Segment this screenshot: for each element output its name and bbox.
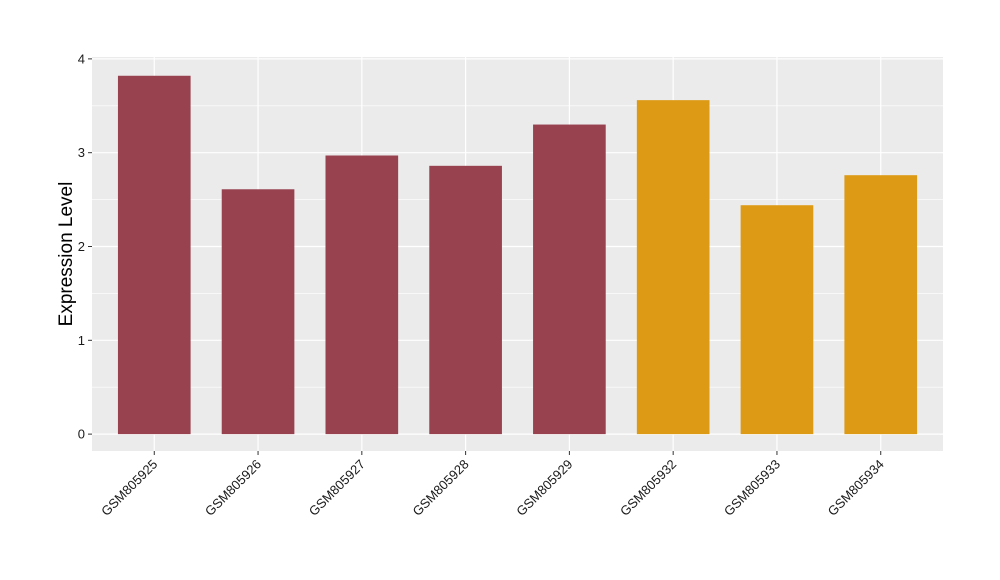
x-tick-label: GSM805932 [617,457,679,519]
x-tick-label: GSM805926 [202,457,264,519]
bar-GSM805926 [221,189,295,435]
y-tick-label: 3 [78,145,85,160]
bar-GSM805928 [429,165,502,435]
y-tick-label: 4 [78,51,85,66]
bar-GSM805933 [740,205,814,435]
bar-GSM805934 [844,175,918,435]
y-axis: 0 1 2 3 4 [78,51,92,442]
x-tick-label: GSM805927 [306,457,368,519]
bars-layer [117,75,918,435]
x-axis: GSM805925 GSM805926 GSM805927 GSM805928 GSM8… [98,451,887,519]
y-tick-label: 2 [78,239,85,254]
bar-GSM805927 [325,155,399,435]
bar-GSM805932 [636,100,710,435]
x-tick-label: GSM805925 [98,457,160,519]
plot-panel [92,57,943,451]
bar-GSM805929 [533,124,606,435]
bar-GSM805925 [117,75,191,435]
x-tick-label: GSM805934 [825,457,887,519]
y-tick-label: 1 [78,333,85,348]
y-axis-title: Expression Level [56,182,77,327]
y-tick-label: 0 [78,427,85,442]
x-tick-label: GSM805929 [513,457,575,519]
x-tick-label: GSM805933 [721,457,783,519]
x-tick-label: GSM805928 [410,457,472,519]
